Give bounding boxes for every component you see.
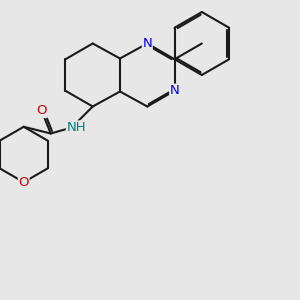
Text: O: O: [19, 176, 29, 189]
Text: N: N: [142, 37, 152, 50]
Text: N: N: [170, 84, 179, 97]
Text: O: O: [37, 104, 47, 118]
Text: NH: NH: [66, 121, 86, 134]
